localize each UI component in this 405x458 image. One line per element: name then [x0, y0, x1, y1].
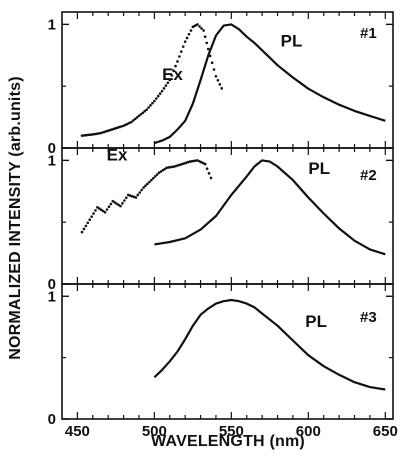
ex-point — [178, 55, 181, 58]
ex-point — [213, 68, 216, 71]
panel-id-label: #1 — [360, 25, 377, 42]
ex-point — [184, 40, 187, 43]
x-tick-label: 500 — [142, 423, 167, 440]
ex-point — [106, 208, 109, 211]
ex-point — [88, 218, 91, 221]
pl-curve — [154, 300, 385, 390]
ex-point — [125, 196, 128, 199]
ex-point — [208, 172, 211, 175]
ex-point — [186, 37, 189, 40]
ex-point — [85, 225, 88, 228]
ex-point — [204, 163, 207, 166]
ex-point — [135, 196, 138, 199]
ex-point — [121, 202, 124, 205]
panel-id-label: #3 — [360, 309, 377, 326]
pl-curve — [154, 24, 385, 143]
ex-point — [215, 75, 218, 78]
ex-point — [81, 231, 84, 234]
ex-point — [190, 29, 193, 32]
ex-point — [188, 33, 191, 36]
ex-point — [148, 181, 151, 184]
y-tick-label: 1 — [48, 16, 56, 33]
ex-point — [142, 186, 145, 189]
ex-point — [159, 92, 162, 95]
ex-point — [152, 177, 155, 180]
x-tick-label: 650 — [373, 423, 398, 440]
ex-point — [206, 167, 209, 170]
ex-point — [147, 106, 150, 109]
x-tick-label: 550 — [219, 423, 244, 440]
ex-point — [211, 61, 214, 64]
pl-curve — [154, 160, 385, 254]
ex-point — [150, 179, 153, 182]
ex-point — [180, 50, 183, 53]
ex-point — [153, 100, 156, 103]
ex-point — [219, 83, 222, 86]
pl-annotation: PL — [281, 32, 303, 51]
x-tick-label: 600 — [296, 423, 321, 440]
ex-point — [151, 102, 154, 105]
ex-annotation: Ex — [107, 145, 128, 164]
ex-point — [92, 212, 95, 215]
pl-annotation: PL — [305, 312, 327, 331]
ex-point — [176, 60, 179, 63]
ex-point — [161, 90, 164, 93]
ex-point — [198, 25, 201, 28]
ex-point — [108, 205, 111, 208]
ex-point — [145, 108, 148, 111]
ex-point — [202, 29, 205, 32]
ex-point — [137, 194, 140, 197]
x-tick-label: 450 — [65, 423, 90, 440]
ex-point — [94, 209, 97, 212]
ex-point — [163, 87, 166, 90]
ex-point — [165, 84, 168, 87]
y-tick-label: 1 — [48, 152, 56, 169]
ex-point — [90, 215, 93, 218]
ex-point — [154, 175, 157, 178]
ex-point — [205, 42, 208, 45]
ex-point — [156, 173, 159, 176]
ex-point — [86, 222, 89, 225]
ex-annotation: Ex — [162, 65, 183, 84]
ex-point — [207, 48, 210, 51]
ex-point — [83, 228, 86, 231]
y-tick-label: 1 — [48, 288, 56, 305]
panel-frame-3 — [62, 284, 393, 419]
ex-point — [149, 104, 152, 107]
ex-point — [196, 23, 199, 26]
ex-point — [104, 211, 107, 214]
ex-point — [220, 87, 223, 90]
ex-point — [155, 97, 158, 100]
ex-point — [217, 79, 220, 82]
ex-point — [204, 35, 207, 38]
ex-point — [140, 189, 143, 192]
ex-point — [200, 27, 203, 30]
ex-point — [138, 191, 141, 194]
ex-point — [157, 95, 160, 98]
ex-point — [182, 45, 185, 48]
ex-point — [119, 205, 122, 208]
ex-point — [144, 184, 147, 187]
panel-frame-1 — [62, 12, 393, 148]
pl-annotation: PL — [308, 159, 330, 178]
panel-id-label: #2 — [360, 167, 377, 184]
panel-frame-2 — [62, 148, 393, 284]
y-axis-title: NORMALIZED INTENSITY (arb.units) — [7, 76, 24, 359]
y-tick-label: 0 — [48, 411, 56, 428]
ex-point — [146, 183, 149, 186]
ex-point — [123, 199, 126, 202]
ex-point — [110, 203, 113, 206]
ex-point — [210, 177, 213, 180]
